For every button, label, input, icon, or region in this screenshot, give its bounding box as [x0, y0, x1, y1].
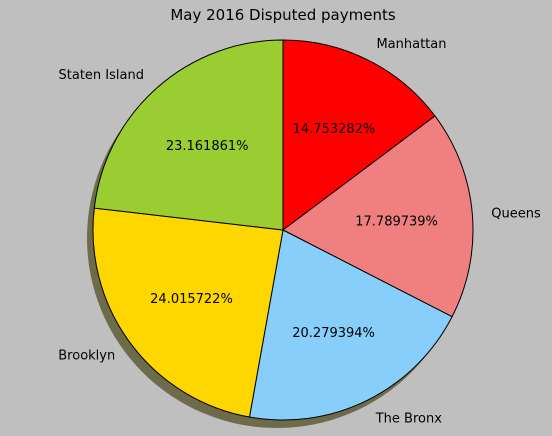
- slice-label-queens: Queens: [491, 206, 541, 221]
- pie-slice-brooklyn: [92, 207, 284, 418]
- slice-value-manhattan: 14.753282%: [293, 122, 376, 137]
- pie-labels: Manhattan 14.753282% Queens 17.789739% The B…: [58, 37, 541, 426]
- slice-label-staten-island: Staten Island: [59, 68, 144, 83]
- pie-slices: [92, 39, 474, 421]
- slice-label-the-bronx: The Bronx: [375, 411, 442, 426]
- slice-value-the-bronx: 20.279394%: [292, 326, 375, 341]
- chart-title: May 2016 Disputed payments: [170, 6, 396, 24]
- pie-slice-queens: [282, 115, 474, 318]
- slice-label-manhattan: Manhattan: [376, 37, 446, 52]
- slice-value-queens: 17.789739%: [355, 214, 438, 229]
- pie-slice-manhattan: [282, 39, 436, 232]
- pie-slice-the-bronx: [248, 229, 453, 421]
- slice-value-brooklyn: 24.015722%: [150, 292, 233, 307]
- slice-label-brooklyn: Brooklyn: [58, 349, 115, 364]
- slice-value-staten-island: 23.161861%: [166, 139, 249, 154]
- pie-slice-staten-island: [93, 39, 284, 231]
